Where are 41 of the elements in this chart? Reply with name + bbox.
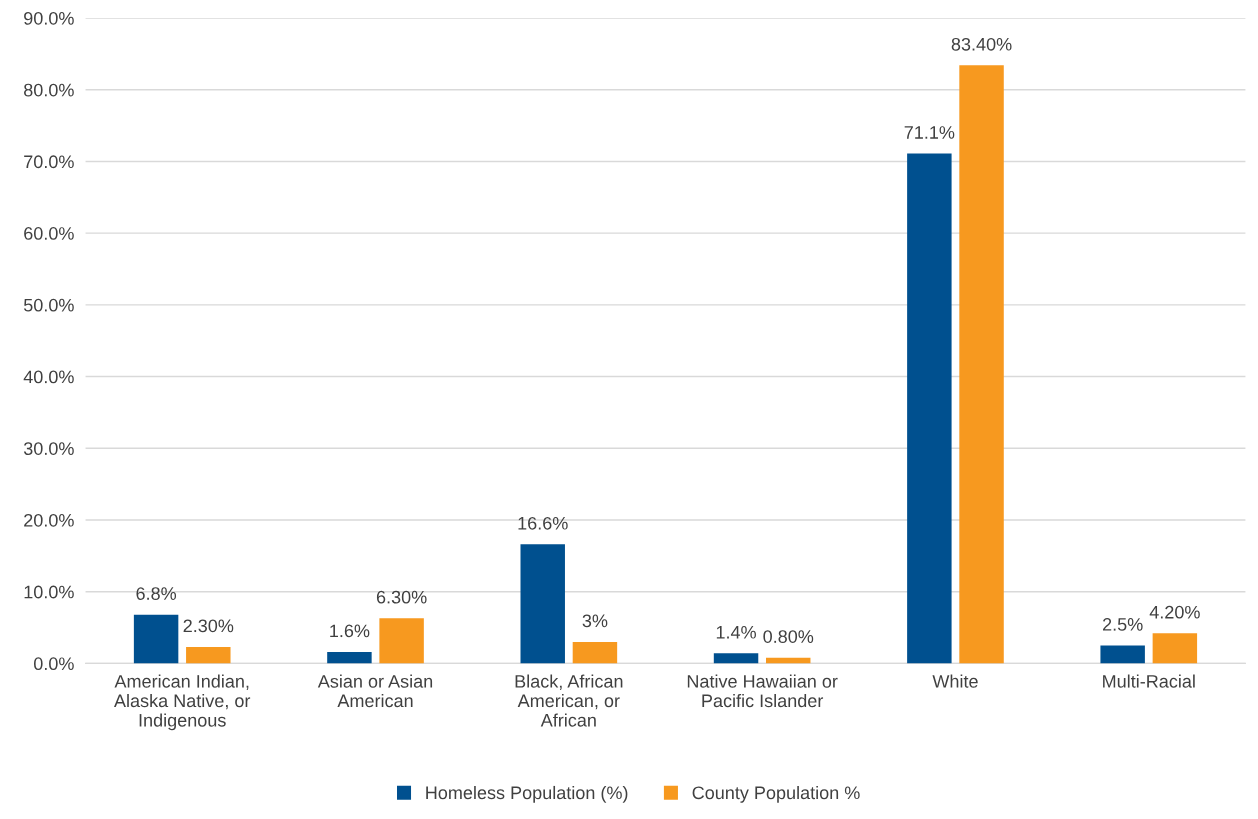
y-tick-label: 60.0% xyxy=(24,227,74,240)
y-tick-label: 10.0% xyxy=(24,585,74,599)
x-tick-label: Multi-Racial xyxy=(1103,674,1195,688)
data-label: 3% xyxy=(582,614,608,628)
bar xyxy=(1152,633,1198,664)
bar xyxy=(186,646,231,664)
y-tick-label: 30.0% xyxy=(23,442,74,455)
legend-label: County Population % xyxy=(692,785,860,803)
data-label: 6.8% xyxy=(136,587,177,600)
bar xyxy=(327,651,372,664)
data-label: 1.6% xyxy=(330,624,370,638)
data-label: 83.40% xyxy=(951,37,1012,51)
y-tick-label: 70.0% xyxy=(24,155,74,169)
x-tick-label: White xyxy=(932,674,978,688)
legend-label: Homeless Population (%) xyxy=(426,785,628,803)
x-tick-label: Asian or Asian American xyxy=(317,674,433,708)
y-tick-label: 50.0% xyxy=(23,298,74,312)
data-label: 1.4% xyxy=(716,625,756,639)
y-tick-label: 20.0% xyxy=(24,513,74,527)
bar xyxy=(1100,645,1145,664)
bar xyxy=(907,153,952,664)
bar xyxy=(572,641,618,664)
y-tick-label: 90.0% xyxy=(24,11,74,25)
bar xyxy=(379,618,424,664)
data-label: 6.30% xyxy=(376,590,427,604)
bar xyxy=(133,614,179,664)
data-label: 2.5% xyxy=(1103,618,1143,631)
bar xyxy=(520,544,565,664)
bar xyxy=(959,65,1004,664)
x-tick-label: Native Hawaiian or Pacific Islander xyxy=(687,674,838,708)
data-label: 16.6% xyxy=(518,516,568,530)
x-tick-label: American Indian, Alaska Native, or Indigenous xyxy=(114,674,251,731)
bar xyxy=(713,653,759,664)
data-label: 71.1% xyxy=(904,126,955,139)
x-tick-label: Black, African American, or African xyxy=(515,674,623,727)
data-label: 0.80% xyxy=(763,630,814,643)
data-label: 2.30% xyxy=(183,619,234,633)
data-label: 4.20% xyxy=(1149,605,1200,619)
y-tick-label: 40.0% xyxy=(23,370,74,384)
y-tick-label: 80.0% xyxy=(24,83,74,97)
y-tick-label: 0.0% xyxy=(33,657,74,671)
